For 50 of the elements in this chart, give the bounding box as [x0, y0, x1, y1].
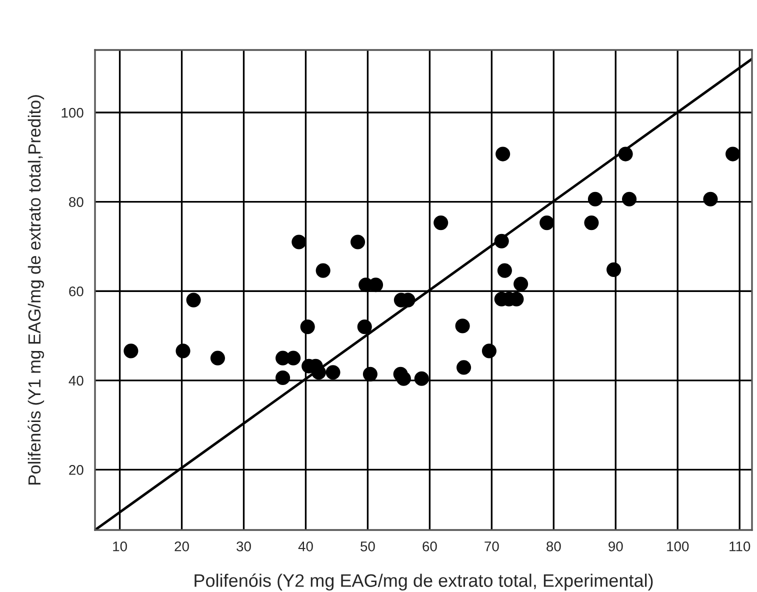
point — [482, 344, 496, 358]
x-tick-label: 50 — [360, 541, 375, 552]
point — [176, 344, 190, 358]
y-tick-label: 100 — [62, 108, 84, 118]
point — [703, 192, 718, 206]
x-tick-label: 30 — [236, 541, 251, 552]
point — [286, 350, 301, 366]
x-tick-label: 10 — [113, 541, 127, 552]
point — [540, 216, 554, 230]
point — [124, 344, 138, 358]
x-tick-label: 100 — [667, 541, 689, 552]
point — [588, 192, 602, 206]
point — [362, 366, 378, 382]
point — [300, 320, 315, 334]
point — [622, 192, 637, 206]
point — [311, 365, 326, 380]
x-tick-label: 110 — [730, 541, 750, 552]
point — [456, 360, 472, 375]
x-tick-label: 60 — [422, 541, 437, 552]
y-tick-label: 40 — [68, 376, 84, 386]
point — [494, 234, 509, 248]
point — [292, 234, 306, 250]
x-tick-label: 80 — [546, 541, 561, 552]
point — [618, 146, 633, 162]
point — [726, 146, 740, 162]
point — [584, 216, 599, 230]
x-tick-label: 70 — [484, 541, 499, 552]
x-tick-label: 90 — [608, 541, 623, 552]
point — [326, 365, 340, 380]
point — [350, 234, 366, 250]
point — [497, 263, 512, 278]
x-tick-label: 20 — [174, 541, 189, 552]
point — [496, 146, 510, 162]
point — [414, 371, 429, 386]
y-tick-label: 80 — [69, 197, 84, 207]
point — [186, 292, 201, 308]
point — [606, 262, 622, 277]
point — [210, 350, 226, 366]
x-axis-title: Polifenóis (Y2 mg EAG/mg de extrato total, Experimental) — [194, 574, 653, 591]
point — [276, 370, 290, 386]
point — [434, 216, 448, 230]
point — [455, 318, 470, 334]
point — [514, 276, 528, 292]
point — [316, 263, 330, 278]
y-tick-label: 60 — [69, 286, 84, 296]
y-tick-label: 20 — [69, 465, 84, 475]
point — [396, 371, 411, 386]
x-tick-label: 40 — [298, 541, 313, 552]
y-axis-title: Polifenóis (Y1 mg EAG/mg de extrato total,Predito) — [28, 95, 44, 484]
point — [357, 320, 372, 334]
